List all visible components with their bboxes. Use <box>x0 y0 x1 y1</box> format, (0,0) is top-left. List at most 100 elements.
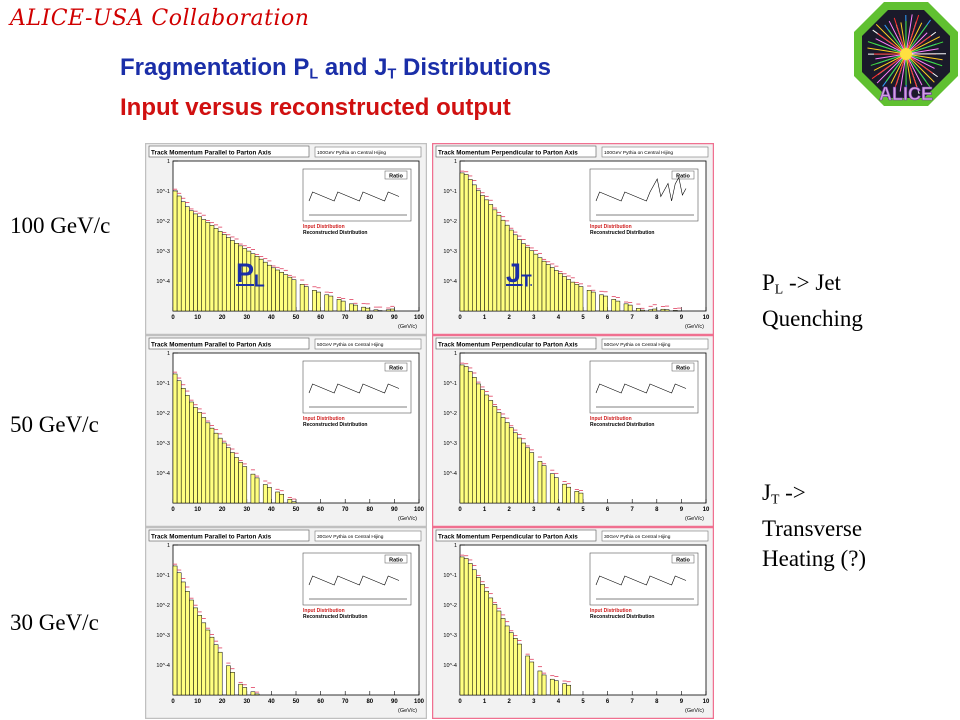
plot-pl-50: Track Momentum Parallel to Parton Axis 50… <box>145 335 427 527</box>
x-tick-label: 90 <box>391 699 398 705</box>
y-tick-label: 1 <box>454 543 457 549</box>
y-tick-label: 10^-1 <box>443 189 457 195</box>
hist-bar <box>459 172 465 312</box>
x-tick-label: 1 <box>483 507 487 513</box>
x-tick-label: 20 <box>219 699 226 705</box>
x-tick-label: 70 <box>342 315 349 321</box>
hist-bar <box>566 486 571 504</box>
x-tick-label: 1 <box>483 699 487 705</box>
hist-bar <box>472 377 477 504</box>
hist-bar <box>275 491 280 504</box>
hist-bar <box>193 607 198 696</box>
y-tick-label: 10^-2 <box>443 411 457 417</box>
x-tick-label: 2 <box>508 315 512 321</box>
hist-bar <box>537 257 543 312</box>
legend-input: Input Distribution <box>303 416 345 422</box>
hist-bar <box>545 264 551 312</box>
x-tick-label: 100 <box>414 507 425 513</box>
x-tick-label: 90 <box>391 507 398 513</box>
hist-bar <box>472 569 477 696</box>
collaboration-title: ALICE-USA Collaboration <box>10 6 310 31</box>
y-tick-label: 1 <box>167 159 170 165</box>
legend-input: Input Distribution <box>590 224 632 230</box>
inset-title: Ratio <box>676 365 690 371</box>
hist-bar <box>279 271 284 312</box>
x-tick-label: 2 <box>508 699 512 705</box>
hist-bar <box>566 684 571 696</box>
hist-bar <box>287 276 293 312</box>
hist-bar <box>549 267 555 312</box>
hist-bar <box>205 222 211 312</box>
hist-bar <box>484 394 489 504</box>
x-tick-label: 10 <box>194 699 201 705</box>
x-tick-label: 7 <box>631 507 635 513</box>
y-tick-label: 10^-4 <box>156 279 170 285</box>
hist-bar <box>496 610 502 696</box>
chart-tag-box <box>314 338 422 350</box>
x-tick-label: 4 <box>557 507 561 513</box>
x-tick-label: 40 <box>268 315 275 321</box>
x-tick-label: 30 <box>243 315 250 321</box>
x-tick-label: 0 <box>171 699 175 705</box>
pl-label-main: P <box>236 258 255 288</box>
hist-bar <box>172 373 178 504</box>
legend-input: Input Distribution <box>590 608 632 614</box>
chart-title: Track Momentum Parallel to Parton Axis <box>151 342 272 349</box>
x-tick-label: 40 <box>268 507 275 513</box>
note-jt: JT -> Transverse Heating (?) <box>762 478 866 574</box>
x-tick-label: 3 <box>532 315 536 321</box>
hist-bar <box>275 269 280 312</box>
hist-bar <box>541 260 547 312</box>
y-tick-label: 10^-3 <box>156 633 170 639</box>
note-pl-rest1: -> Jet <box>783 270 841 295</box>
note-pl-rest2: Quenching <box>762 306 863 332</box>
x-tick-label: 80 <box>366 699 373 705</box>
hist-bar <box>574 491 580 504</box>
x-tick-label: 20 <box>219 315 226 321</box>
hist-bar <box>467 371 473 504</box>
x-tick-label: 9 <box>680 699 684 705</box>
inset-title: Ratio <box>389 557 403 563</box>
hist-bar <box>554 270 559 312</box>
chart-tag: 30GeV Pythia on Central Hijing <box>604 534 671 540</box>
hist-bar <box>648 309 653 312</box>
hist-bar <box>205 629 211 696</box>
hist-bar <box>652 308 658 312</box>
inset-title: Ratio <box>676 173 690 179</box>
hist-bar <box>476 577 481 696</box>
x-tick-label: 40 <box>268 699 275 705</box>
chart-title-box <box>435 145 597 158</box>
hist-bar <box>492 209 498 312</box>
hist-bar <box>623 303 629 312</box>
chart-tag-box <box>601 530 709 542</box>
legend-recon: Reconstructed Distribution <box>303 614 367 620</box>
x-tick-label: 7 <box>631 699 635 705</box>
hist-bar <box>176 572 182 696</box>
x-axis-label: (GeV/c) <box>685 324 704 330</box>
hist-bar <box>291 279 297 312</box>
chart-title: Track Momentum Perpendicular to Parton A… <box>438 150 578 157</box>
hist-bar <box>590 291 596 312</box>
legend-recon: Reconstructed Distribution <box>590 230 654 236</box>
plot-jt-30: Track Momentum Perpendicular to Parton A… <box>432 527 714 719</box>
hist-bar <box>205 422 211 504</box>
hist-bar <box>226 665 231 696</box>
x-tick-label: 80 <box>366 315 373 321</box>
pl-label-sub: L <box>254 270 265 291</box>
x-tick-label: 0 <box>171 507 175 513</box>
hist-bar <box>562 276 567 312</box>
hist-bar <box>480 389 485 504</box>
hist-bar <box>299 284 305 312</box>
hist-bar <box>197 216 202 312</box>
hist-bar <box>672 310 678 312</box>
hist-bar <box>615 300 621 312</box>
x-tick-label: 90 <box>391 315 398 321</box>
y-tick-label: 1 <box>454 159 457 165</box>
x-tick-label: 0 <box>458 507 462 513</box>
hist-bar <box>611 299 617 312</box>
x-tick-label: 5 <box>581 315 585 321</box>
x-axis-label: (GeV/c) <box>685 516 704 522</box>
hist-bar <box>578 286 584 312</box>
hist-bar <box>541 674 547 696</box>
inset-title-box <box>384 554 408 564</box>
